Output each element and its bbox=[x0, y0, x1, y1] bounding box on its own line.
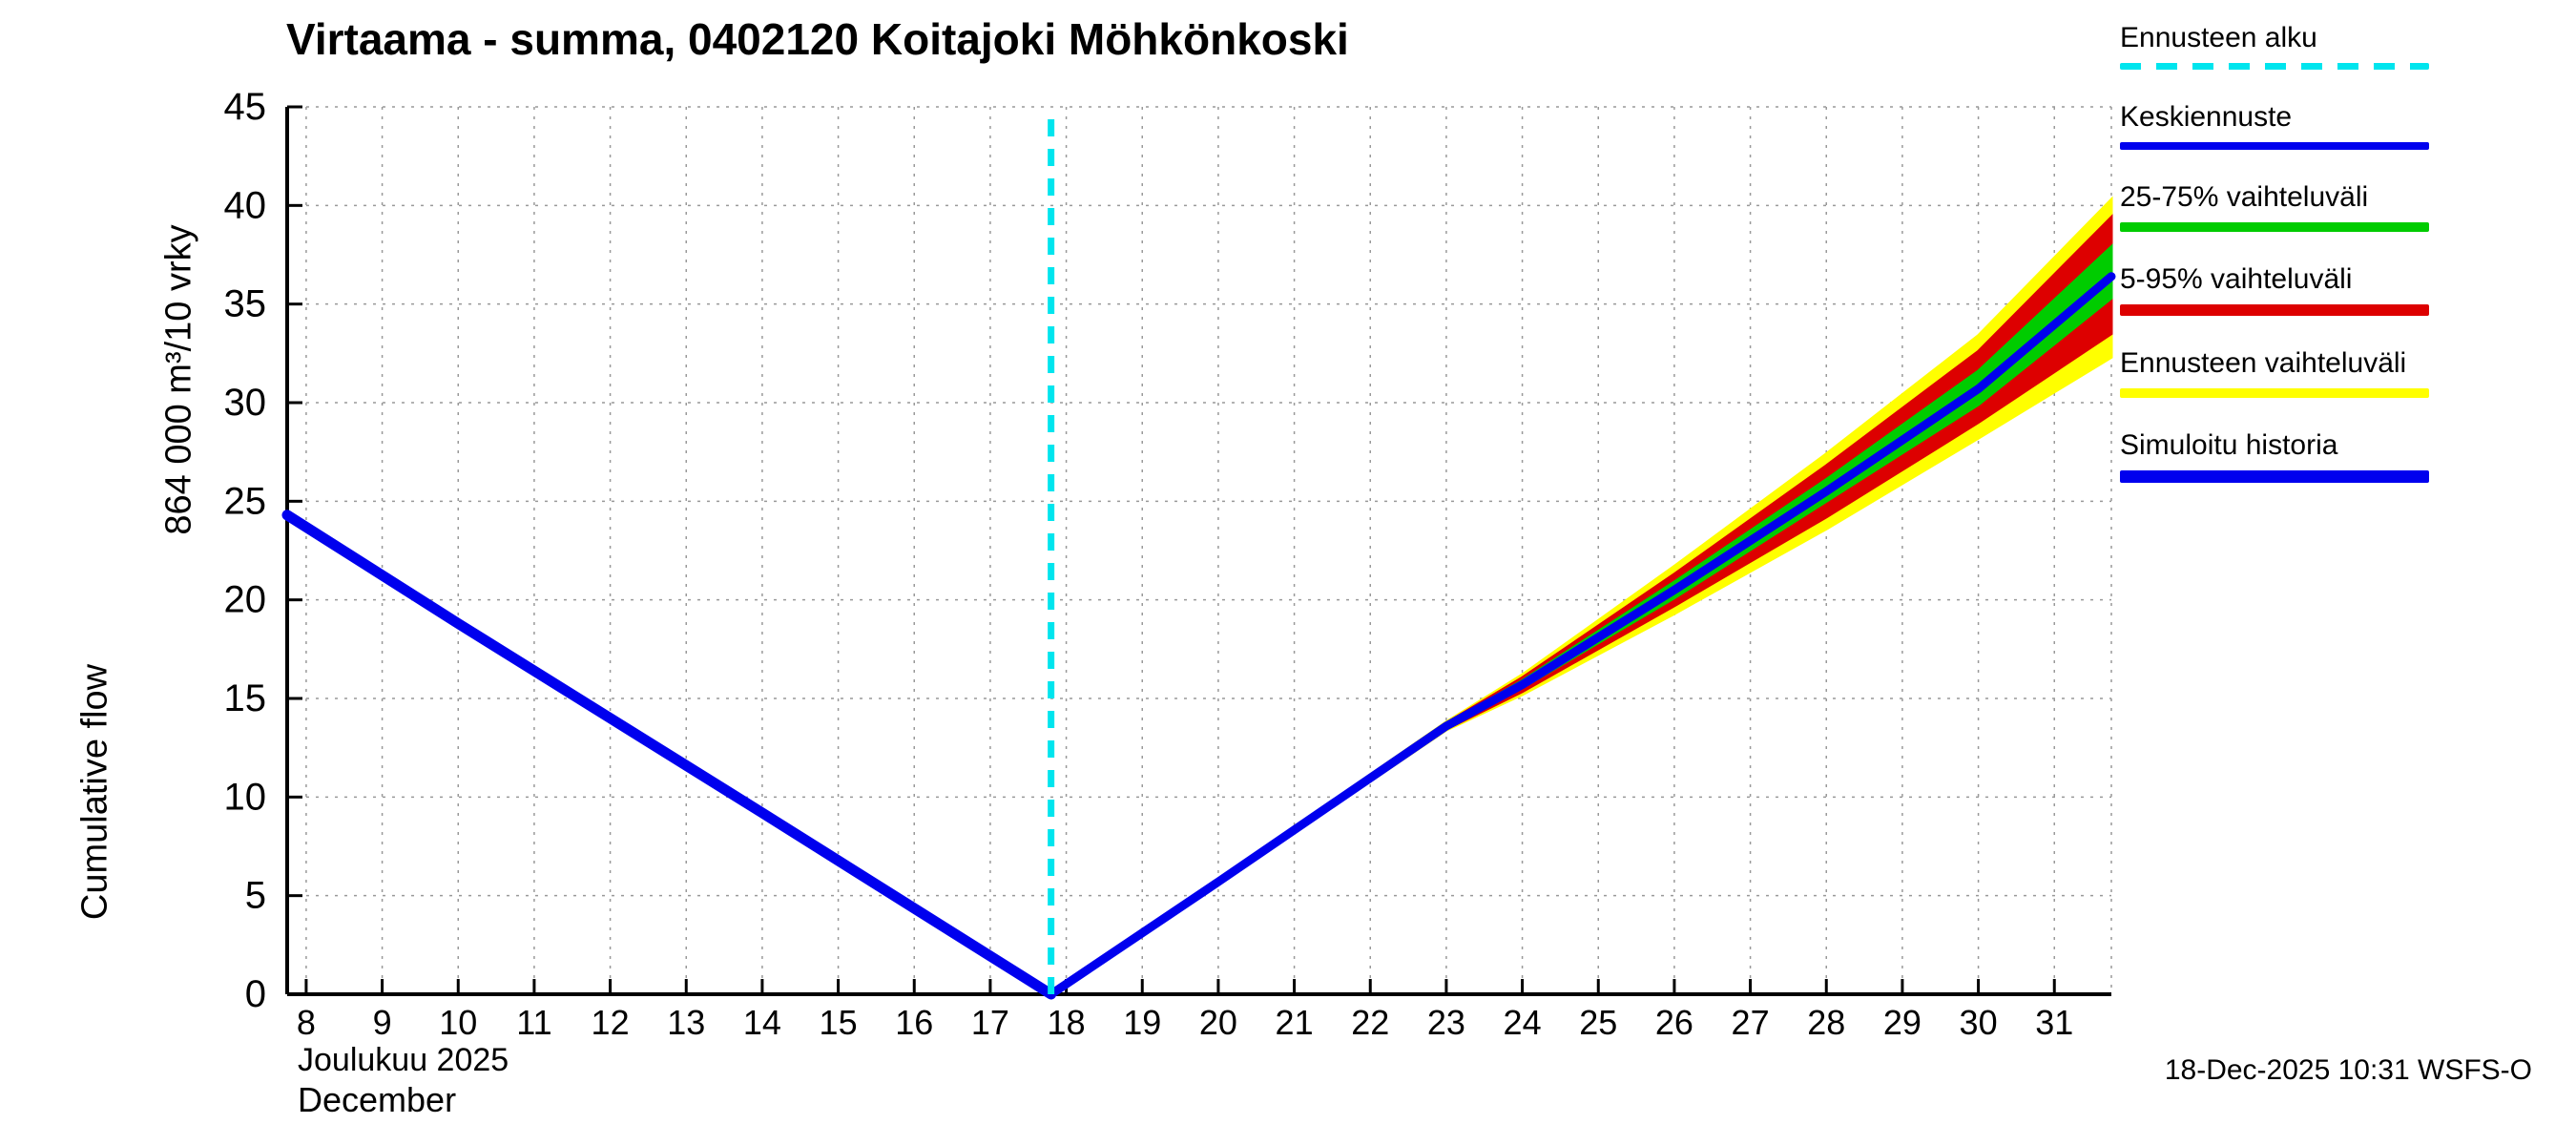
x-axis-label-month: Joulukuu 2025 bbox=[298, 1042, 509, 1078]
x-tick-label: 27 bbox=[1732, 1003, 1770, 1042]
x-tick-label: 25 bbox=[1579, 1003, 1617, 1042]
simulated-history-line bbox=[281, 510, 1057, 1000]
legend: Ennusteen alku Keskiennuste 25-75% vaihtel… bbox=[2120, 21, 2429, 513]
legend-entry: Simuloitu historia bbox=[2120, 428, 2429, 483]
x-tick-label: 28 bbox=[1807, 1003, 1845, 1042]
legend-line-sample bbox=[2120, 304, 2429, 316]
legend-line-sample bbox=[2120, 388, 2429, 398]
legend-label: 25-75% vaihteluväli bbox=[2120, 181, 2369, 213]
x-tick-label: 15 bbox=[820, 1003, 858, 1042]
y-axis-units-label: 864 000 m³/10 vrky bbox=[158, 224, 199, 535]
legend-entry: 5-95% vaihteluväli bbox=[2120, 262, 2429, 316]
x-tick-label: 23 bbox=[1427, 1003, 1465, 1042]
legend-line-sample bbox=[2120, 470, 2429, 483]
y-tick-label: 30 bbox=[224, 382, 267, 424]
x-tick-label: 29 bbox=[1883, 1003, 1922, 1042]
y-tick-label: 25 bbox=[224, 480, 267, 522]
y-tick-label: 20 bbox=[224, 579, 267, 621]
legend-label: Keskiennuste bbox=[2120, 101, 2293, 133]
band-minmax bbox=[1049, 196, 2113, 996]
x-tick-label: 10 bbox=[439, 1003, 477, 1042]
legend-entry: Ennusteen alku bbox=[2120, 21, 2429, 70]
x-tick-label: 11 bbox=[516, 1003, 551, 1042]
x-tick-label: 24 bbox=[1504, 1003, 1542, 1042]
x-axis-label-english: December bbox=[298, 1080, 457, 1119]
legend-entry: Keskiennuste bbox=[2120, 100, 2429, 150]
band-5-95 bbox=[1049, 214, 2113, 996]
legend-line-sample bbox=[2120, 142, 2429, 150]
x-tick-label: 22 bbox=[1351, 1003, 1389, 1042]
legend-entry: Ennusteen vaihteluväli bbox=[2120, 346, 2429, 398]
x-tick-label: 8 bbox=[297, 1003, 316, 1042]
x-tick-label: 13 bbox=[667, 1003, 705, 1042]
x-tick-label: 31 bbox=[2035, 1003, 2073, 1042]
chart-title: Virtaama - summa, 0402120 Koitajoki Möhk… bbox=[286, 14, 1349, 64]
x-tick-label: 17 bbox=[971, 1003, 1009, 1042]
y-tick-label: 45 bbox=[224, 86, 267, 128]
x-tick-label: 26 bbox=[1655, 1003, 1693, 1042]
x-tick-label: 20 bbox=[1199, 1003, 1237, 1042]
y-tick-label: 15 bbox=[224, 677, 267, 719]
x-tick-label: 14 bbox=[743, 1003, 781, 1042]
y-tick-label: 10 bbox=[224, 776, 267, 818]
y-tick-label: 5 bbox=[245, 875, 266, 917]
legend-label: Simuloitu historia bbox=[2120, 429, 2338, 461]
x-tick-label: 12 bbox=[592, 1003, 630, 1042]
legend-line-sample bbox=[2120, 63, 2429, 70]
x-tick-label: 16 bbox=[895, 1003, 933, 1042]
x-tick-label: 30 bbox=[1960, 1003, 1998, 1042]
legend-entry: 25-75% vaihteluväli bbox=[2120, 180, 2429, 232]
legend-label: Ennusteen alku bbox=[2120, 22, 2317, 53]
legend-label: 5-95% vaihteluväli bbox=[2120, 263, 2353, 295]
x-tick-label: 21 bbox=[1276, 1003, 1314, 1042]
x-tick-label: 9 bbox=[373, 1003, 392, 1042]
y-axis-label: Cumulative flow bbox=[74, 663, 115, 921]
y-tick-label: 40 bbox=[224, 184, 267, 226]
y-tick-label: 35 bbox=[224, 283, 267, 325]
x-tick-label: 19 bbox=[1123, 1003, 1161, 1042]
timestamp-watermark: 18-Dec-2025 10:31 WSFS-O bbox=[2164, 1054, 2532, 1086]
median-forecast-line bbox=[1047, 272, 2116, 999]
legend-line-sample bbox=[2120, 222, 2429, 232]
y-tick-label: 0 bbox=[245, 973, 266, 1015]
x-tick-label: 18 bbox=[1048, 1003, 1086, 1042]
legend-label: Ennusteen vaihteluväli bbox=[2120, 347, 2407, 379]
